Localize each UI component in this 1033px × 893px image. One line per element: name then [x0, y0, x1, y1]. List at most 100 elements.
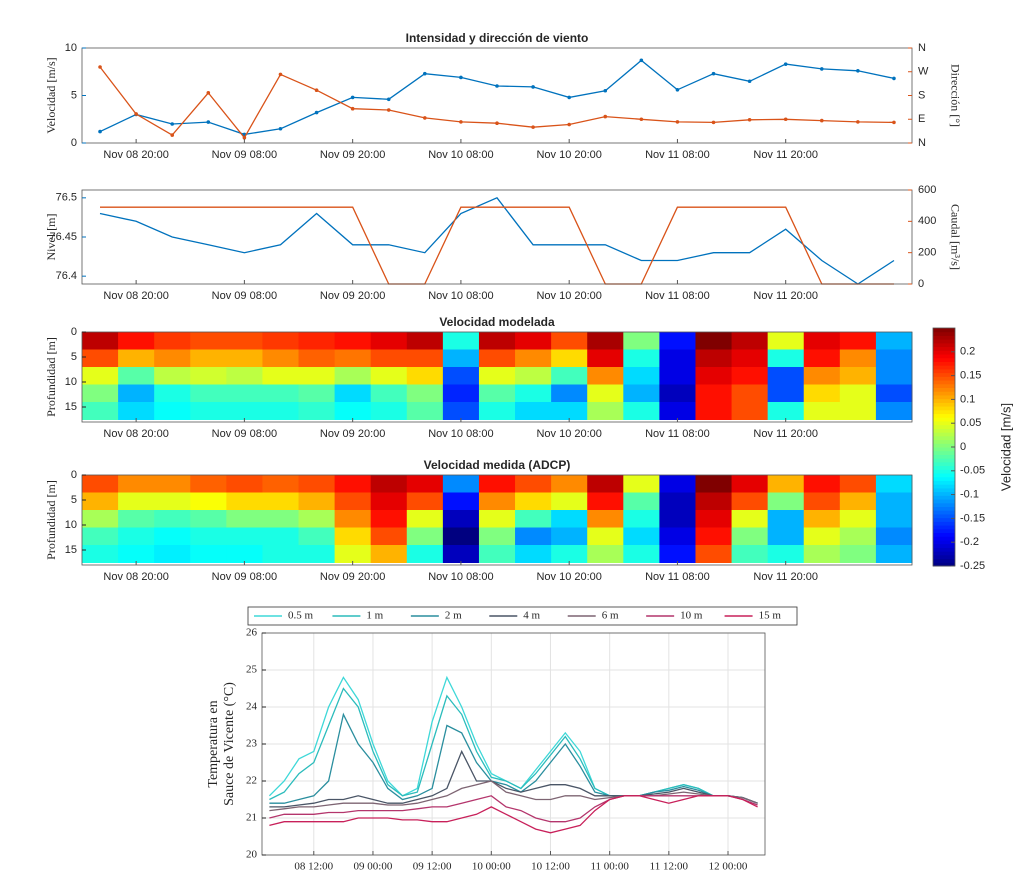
heat-cell — [262, 492, 300, 511]
y-tick-label: 10 — [65, 42, 77, 54]
colorbar-tick-label: -0.1 — [960, 489, 979, 501]
colorbar-strip — [933, 528, 955, 534]
heat-cell — [551, 367, 588, 385]
chart-title: Velocidad medida (ADCP) — [424, 458, 571, 472]
y-tick-label: 76.45 — [49, 231, 77, 243]
colorbar-tick-label: 0 — [960, 441, 966, 453]
colorbar-strip — [933, 398, 955, 403]
x-tick-label: Nov 11 20:00 — [753, 428, 818, 440]
colorbar-strip — [933, 406, 955, 411]
colorbar-strip — [933, 562, 955, 567]
colorbar-strip — [933, 543, 955, 548]
heat-cell — [406, 545, 444, 563]
colorbar-strip — [933, 484, 955, 489]
heat-cell — [406, 332, 444, 350]
data-point — [892, 120, 896, 125]
heat-cell — [731, 332, 769, 350]
heat-cell — [298, 349, 336, 368]
heat-cell — [82, 367, 119, 385]
heat-cell — [478, 545, 516, 563]
heat-cell — [334, 527, 372, 546]
heat-cell — [190, 402, 227, 420]
data-point — [747, 117, 752, 122]
heat-cell — [190, 332, 227, 350]
x-tick-label: Nov 09 08:00 — [212, 290, 277, 302]
x-tick-label: Nov 09 08:00 — [212, 571, 277, 583]
heat-cell — [551, 332, 588, 350]
heat-cell — [370, 545, 408, 563]
colorbar-strip — [933, 361, 955, 366]
y-tick-label: 5 — [71, 89, 77, 101]
heat-cell — [875, 402, 913, 420]
heat-cell — [551, 510, 588, 528]
colorbar-strip — [933, 439, 955, 444]
y-tick-label: 25 — [246, 664, 258, 676]
heat-cell — [659, 332, 696, 350]
heat-cell — [587, 384, 624, 403]
heat-cell — [406, 475, 444, 493]
heat-cell — [262, 349, 300, 368]
heat-cell — [118, 510, 155, 528]
heat-cell — [803, 402, 841, 420]
heat-cell — [515, 492, 552, 511]
heat-cell — [659, 475, 696, 493]
heat-cell — [587, 402, 624, 420]
x-tick-label: Nov 11 20:00 — [753, 290, 818, 302]
heat-cell — [839, 367, 877, 385]
heat-cell — [82, 527, 119, 546]
heat-cell — [82, 545, 119, 563]
y-axis-label: Nivel [m] — [44, 214, 58, 261]
heat-cell — [515, 332, 552, 350]
heat-cell — [118, 402, 155, 420]
data-point — [314, 110, 319, 115]
y-tick-label: 76.5 — [56, 192, 77, 204]
heat-cell — [659, 402, 696, 420]
y-tick-label: 10 — [65, 519, 77, 531]
x-tick-label: Nov 08 20:00 — [103, 428, 168, 440]
heat-cell — [731, 367, 769, 385]
x-tick-label: 09 12:00 — [413, 861, 452, 873]
heat-cell — [875, 349, 913, 368]
heat-cell — [262, 332, 300, 350]
legend-label: 10 m — [680, 610, 703, 622]
heat-cell — [226, 545, 263, 563]
heat-cell — [406, 384, 444, 403]
data-point — [98, 129, 102, 134]
data-point — [459, 75, 463, 80]
y-tick-label: 20 — [246, 849, 258, 861]
data-point — [603, 114, 608, 119]
heat-cell — [226, 332, 263, 350]
y-tick-label: 5 — [71, 494, 77, 506]
heat-cell — [731, 349, 769, 368]
heat-cell — [731, 384, 769, 403]
heat-cell — [875, 475, 913, 493]
heat-cell — [118, 367, 155, 385]
x-tick-label: Nov 10 08:00 — [428, 428, 493, 440]
heat-cell — [767, 332, 805, 350]
legend-label: 0.5 m — [288, 610, 314, 622]
data-point — [675, 120, 680, 124]
x-tick-label: Nov 09 20:00 — [320, 290, 385, 302]
data-point — [711, 120, 716, 125]
heat-cell — [587, 545, 624, 563]
colorbar-strip — [933, 513, 955, 519]
colorbar-strip — [933, 443, 955, 448]
heat-cell — [803, 475, 841, 493]
y-axis-label: Profundidad [m] — [44, 480, 58, 560]
x-tick-label: Nov 11 08:00 — [645, 571, 710, 583]
colorbar-strip — [933, 551, 955, 556]
data-point — [711, 71, 716, 76]
data-point — [170, 133, 175, 137]
y-tick-label: 76.4 — [56, 270, 77, 282]
y-tick-label: 0 — [71, 469, 77, 481]
heat-cell — [623, 402, 660, 420]
heat-cell — [515, 402, 552, 420]
plot-frame — [81, 331, 913, 423]
heat-cell — [875, 384, 913, 403]
heat-cell — [298, 367, 336, 385]
colorbar-strip — [933, 465, 955, 470]
y2-tick-label: N — [918, 137, 926, 149]
colorbar-strip — [933, 476, 955, 481]
heat-cell — [442, 545, 480, 563]
heat-cell — [731, 475, 769, 493]
